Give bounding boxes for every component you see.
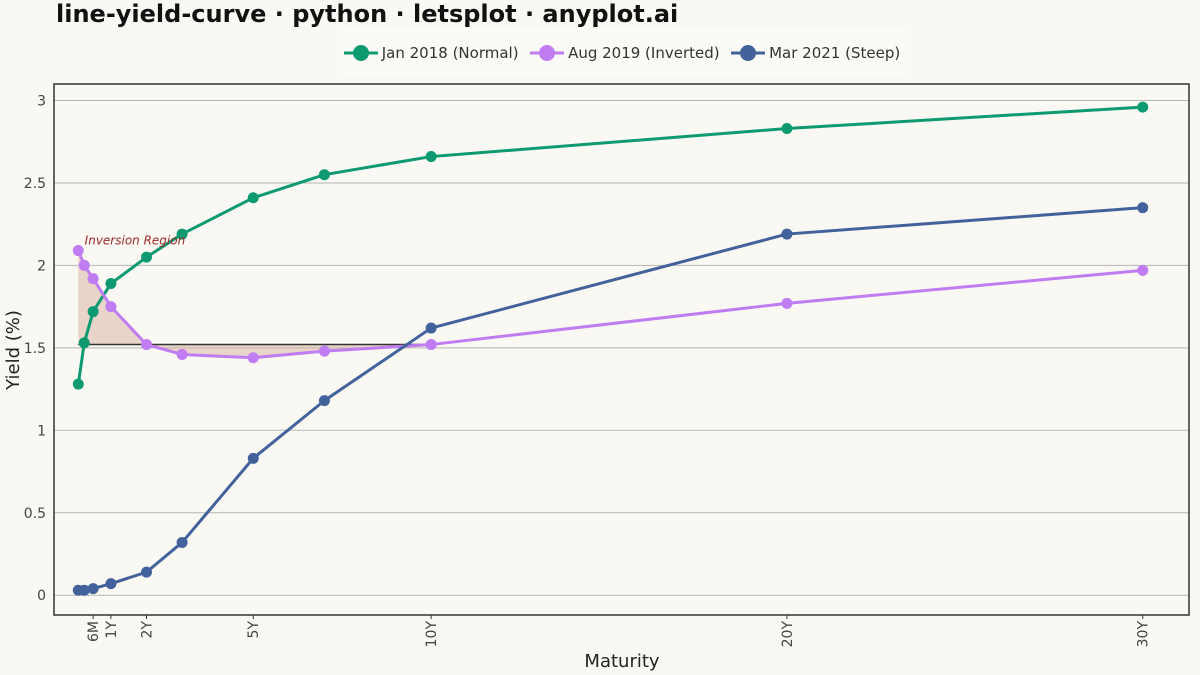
data-point-2 bbox=[781, 228, 793, 240]
series-line-0 bbox=[76, 105, 1143, 385]
data-point-0 bbox=[247, 192, 259, 204]
data-point-0 bbox=[78, 337, 90, 349]
data-point-1 bbox=[78, 259, 90, 271]
data-point-0 bbox=[318, 169, 330, 181]
data-point-2 bbox=[141, 566, 153, 578]
x-tick-label: 10Y bbox=[424, 621, 440, 648]
data-point-1 bbox=[87, 273, 99, 285]
y-axis-label: Yield (%) bbox=[3, 310, 24, 391]
legend-key-steep bbox=[731, 44, 766, 61]
legend-key-normal bbox=[343, 44, 378, 61]
legend-key-inverted bbox=[530, 44, 565, 61]
data-point-0 bbox=[781, 123, 793, 135]
data-point-2 bbox=[1137, 202, 1149, 214]
data-point-0 bbox=[105, 278, 117, 290]
data-point-1 bbox=[176, 348, 188, 360]
y-tick-label: 0 bbox=[37, 588, 46, 604]
legend-item-steep: Mar 2021 (Steep) bbox=[731, 43, 900, 63]
data-point-2 bbox=[78, 584, 90, 596]
data-point-2 bbox=[247, 452, 259, 464]
plot-border bbox=[53, 83, 1190, 616]
data-point-1 bbox=[318, 345, 330, 357]
data-point-0 bbox=[87, 306, 99, 318]
legend-label-normal: Jan 2018 (Normal) bbox=[381, 43, 519, 62]
legend-item-inverted: Aug 2019 (Inverted) bbox=[530, 43, 720, 63]
data-point-1 bbox=[1137, 264, 1149, 276]
x-tick-label: 30Y bbox=[1136, 621, 1152, 648]
data-point-2 bbox=[318, 395, 330, 407]
inversion-fill bbox=[78, 250, 432, 358]
series-lines bbox=[72, 101, 1149, 596]
legend-label-inverted: Aug 2019 (Inverted) bbox=[568, 43, 720, 62]
y-tick-label: 0.5 bbox=[24, 506, 46, 522]
legend: Jan 2018 (Normal) Aug 2019 (Inverted) Ma… bbox=[338, 29, 906, 76]
y-tick-label: 1 bbox=[37, 423, 46, 439]
y-tick-label: 2.5 bbox=[24, 176, 46, 192]
y-tick-label: 1.5 bbox=[24, 341, 46, 357]
x-tick-label: 2Y bbox=[140, 621, 156, 639]
chart-title: line-yield-curve · python · letsplot · a… bbox=[56, 0, 679, 28]
data-point-1 bbox=[72, 245, 84, 257]
y-tick-label: 2 bbox=[37, 258, 46, 274]
annotation-inversion-region: Inversion Region bbox=[85, 234, 186, 248]
x-tick-label: 5Y bbox=[246, 621, 262, 639]
data-point-1 bbox=[781, 297, 793, 309]
x-axis-label: Maturity bbox=[584, 651, 659, 672]
data-point-2 bbox=[176, 536, 188, 548]
data-point-1 bbox=[247, 352, 259, 364]
data-point-2 bbox=[425, 322, 437, 334]
grid-lines bbox=[54, 99, 1189, 596]
series-line-1 bbox=[76, 249, 1143, 360]
x-tick-label: 1Y bbox=[104, 621, 120, 639]
data-point-0 bbox=[425, 151, 437, 163]
data-point-0 bbox=[72, 378, 84, 390]
legend-label-steep: Mar 2021 (Steep) bbox=[769, 43, 901, 62]
x-tick-label: 20Y bbox=[780, 621, 796, 648]
axis-ticks: 0 0.5 1 1.5 2 2.5 3 6M 1Y 2Y 5Y 10Y 20Y 30Y bbox=[24, 93, 1152, 647]
data-point-1 bbox=[425, 339, 437, 351]
legend-item-normal: Jan 2018 (Normal) bbox=[343, 43, 519, 63]
x-tick-label: 6M bbox=[86, 621, 102, 642]
data-point-0 bbox=[176, 228, 188, 240]
data-point-0 bbox=[1137, 101, 1149, 113]
y-tick-label: 3 bbox=[37, 93, 46, 109]
data-point-1 bbox=[141, 339, 153, 351]
data-point-0 bbox=[141, 251, 153, 263]
data-point-2 bbox=[87, 583, 99, 595]
data-point-2 bbox=[105, 578, 117, 590]
data-point-1 bbox=[105, 301, 117, 313]
